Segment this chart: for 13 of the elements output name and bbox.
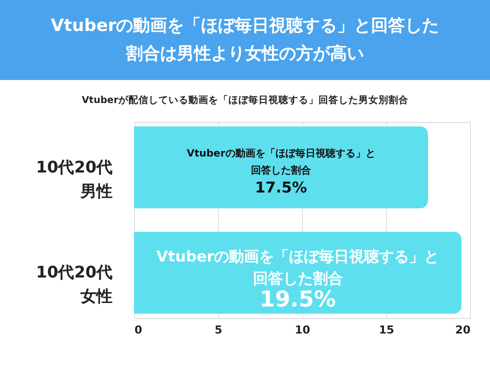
data-label: 19.5% (260, 288, 336, 313)
x-tick-label: 5 (214, 324, 222, 336)
annotation: Vtuberの動画を「ほぼ毎日視聴する」と回答した割合 (186, 147, 376, 176)
x-tick-label: 20 (455, 324, 471, 336)
chart-subtitle: Vtuberが配信している動画を「ほぼ毎日視聴する」回答した男女別割合 (82, 94, 408, 106)
y-tick-label: 10代20代女性 (36, 262, 112, 306)
chart-title: Vtuberの動画を「ほぼ毎日視聴する」と回答した割合は男性より女性の方が高い (50, 16, 440, 64)
annotation: Vtuberの動画を「ほぼ毎日視聴する」と回答した割合 (156, 248, 440, 288)
data-label: 17.5% (254, 178, 308, 196)
x-tick-label: 10 (294, 324, 310, 336)
y-tick-label: 10代20代男性 (36, 157, 112, 200)
x-tick-label: 0 (134, 324, 142, 336)
x-tick-label: 15 (378, 324, 394, 336)
